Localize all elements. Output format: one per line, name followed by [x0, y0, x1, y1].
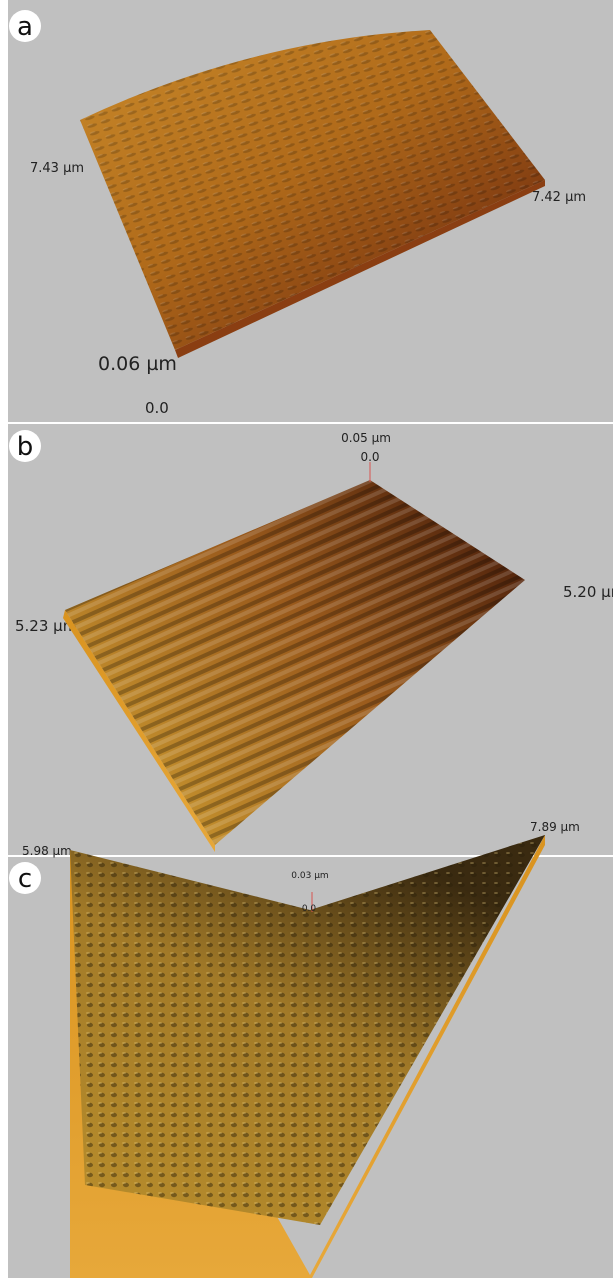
axis-label: 0.05 µm: [341, 431, 391, 445]
axis-label: 7.43 µm: [30, 161, 84, 176]
panel-label: b: [17, 432, 34, 462]
axis-label: 7.89 µm: [530, 820, 580, 834]
figure: a 7.43 µm 7.42 µm 0.06 µm 0.0 5.23 µm b …: [0, 0, 613, 1278]
panel-label: c: [18, 864, 32, 894]
axis-label: 0.0: [302, 904, 317, 914]
panel-label: a: [17, 12, 33, 42]
axis-label: 0.0: [360, 450, 379, 464]
axis-label: 0.06 µm: [98, 353, 177, 375]
axis-label: 0.0: [145, 399, 169, 417]
axis-label: 5.98 µm: [22, 844, 72, 858]
axis-label: 5.20 µm: [563, 583, 613, 601]
axis-label: 7.42 µm: [532, 190, 586, 205]
axis-label: 0.03 µm: [291, 871, 328, 881]
divider: [8, 422, 613, 424]
